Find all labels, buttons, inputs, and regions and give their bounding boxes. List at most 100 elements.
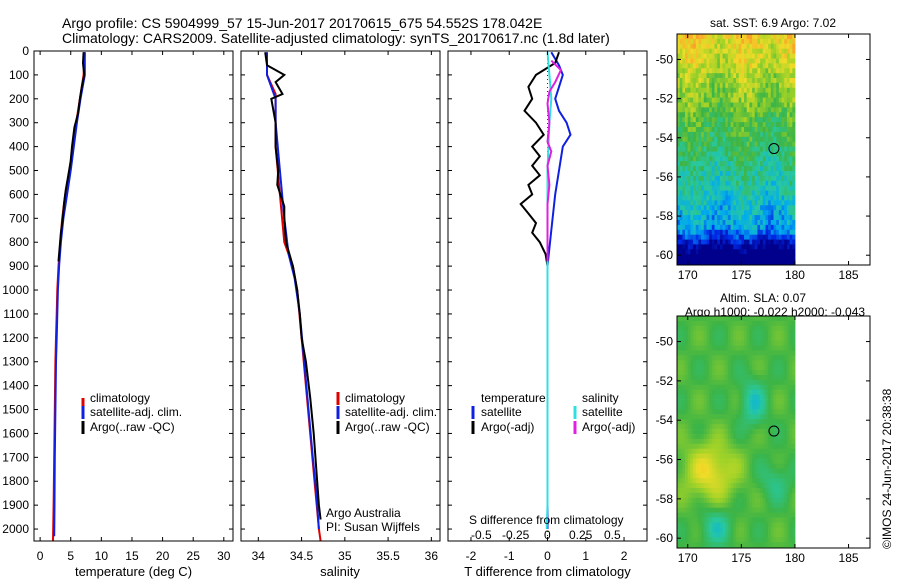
heatmap-cell xyxy=(733,161,737,167)
heatmap-cell xyxy=(746,254,750,260)
heatmap-cell xyxy=(741,156,745,162)
heatmap-cell xyxy=(693,384,697,391)
heatmap-cell xyxy=(789,375,793,381)
heatmap-cell xyxy=(733,185,737,191)
heatmap-cell xyxy=(695,161,699,167)
heatmap-cell xyxy=(719,68,723,74)
heatmap-cell xyxy=(727,532,731,538)
heatmap-cell xyxy=(677,151,681,157)
heatmap-cell xyxy=(711,463,715,469)
heatmap-cell xyxy=(714,249,718,255)
heatmap-cell xyxy=(778,389,782,395)
heatmap-cell xyxy=(717,502,721,509)
heatmap-cell xyxy=(752,360,756,366)
heatmap-cell xyxy=(701,107,705,113)
heatmap-cell xyxy=(725,394,729,400)
heatmap-cell xyxy=(706,254,710,260)
heatmap-cell xyxy=(682,325,686,332)
heatmap-cell xyxy=(760,127,764,133)
heatmap-cell xyxy=(752,375,756,381)
heatmap-cell xyxy=(687,438,691,445)
heatmap-cell xyxy=(677,190,681,196)
heatmap-cell xyxy=(682,224,686,231)
heatmap-cell xyxy=(690,497,694,504)
heatmap-cell xyxy=(768,458,772,464)
heatmap-cell xyxy=(711,117,715,123)
heatmap-cell xyxy=(682,171,686,177)
heatmap-cell xyxy=(677,87,681,94)
heatmap-cell xyxy=(778,443,782,450)
heatmap-cell xyxy=(682,117,686,123)
heatmap-cell xyxy=(752,229,756,236)
heatmap-cell xyxy=(698,195,702,201)
heatmap-cell xyxy=(687,102,691,108)
heatmap-cell xyxy=(733,224,737,231)
heatmap-cell xyxy=(719,141,723,147)
heatmap-cell xyxy=(776,136,780,143)
heatmap-cell xyxy=(727,542,731,548)
heatmap-cell xyxy=(773,434,777,440)
heatmap-cell xyxy=(773,424,777,430)
heatmap-cell xyxy=(781,389,785,395)
heatmap-cell xyxy=(749,224,753,231)
heatmap-cell xyxy=(765,478,769,484)
heatmap-cell xyxy=(679,127,683,133)
heatmap-cell xyxy=(693,190,697,196)
heatmap-cell xyxy=(741,215,745,221)
heatmap-cell xyxy=(773,97,777,103)
heatmap-cell xyxy=(682,478,686,484)
heatmap-cell xyxy=(792,448,796,454)
heatmap-cell xyxy=(682,379,686,386)
heatmap-cell xyxy=(698,473,702,479)
heatmap-cell xyxy=(762,34,766,40)
heatmap-cell xyxy=(768,340,772,346)
heatmap-cell xyxy=(727,438,731,445)
heatmap-cell xyxy=(754,87,758,94)
heatmap-cell xyxy=(719,97,723,103)
heatmap-cell xyxy=(786,443,790,450)
heatmap-cell xyxy=(752,409,756,415)
heatmap-cell xyxy=(714,537,718,543)
heatmap-cell xyxy=(757,453,761,459)
heatmap-cell xyxy=(781,180,785,187)
heatmap-cell xyxy=(690,244,694,250)
heatmap-cell xyxy=(754,97,758,103)
heatmap-cell xyxy=(685,537,689,543)
heatmap-cell xyxy=(730,180,734,187)
heatmap-cell xyxy=(773,175,777,182)
heatmap-cell xyxy=(687,58,691,64)
heatmap-cell xyxy=(719,384,723,391)
heatmap-cell xyxy=(770,190,774,196)
heatmap-cell xyxy=(778,527,782,533)
salinity-x-ticks: 34 34.5 35 35.5 36 xyxy=(241,50,440,563)
heatmap-cell xyxy=(778,175,782,182)
heatmap-cell xyxy=(714,53,718,59)
heatmap-cell xyxy=(733,394,737,400)
heatmap-cell xyxy=(709,259,713,265)
heatmap-cell xyxy=(733,58,737,64)
heatmap-cell xyxy=(687,210,691,216)
heatmap-cell xyxy=(784,127,788,133)
heatmap-cell xyxy=(711,34,715,40)
heatmap-cell xyxy=(711,146,715,152)
heatmap-cell xyxy=(762,229,766,236)
heatmap-cell xyxy=(792,463,796,469)
heatmap-cell xyxy=(677,166,681,172)
heatmap-cell xyxy=(695,87,699,94)
heatmap-cell xyxy=(725,254,729,260)
heatmap-cell xyxy=(677,537,681,543)
heatmap-cell xyxy=(733,379,737,386)
heatmap-cell xyxy=(738,370,742,376)
heatmap-cell xyxy=(714,438,718,445)
heatmap-cell xyxy=(778,448,782,454)
heatmap-cell xyxy=(773,127,777,133)
heatmap-cell xyxy=(725,259,729,265)
heatmap-cell xyxy=(757,43,761,50)
heatmap-cell xyxy=(693,458,697,464)
heatmap-cell xyxy=(757,429,761,435)
heatmap-cell xyxy=(725,443,729,450)
heatmap-cell xyxy=(698,141,702,147)
heatmap-cell xyxy=(701,409,705,415)
heatmap-cell xyxy=(776,463,780,469)
heatmap-cell xyxy=(757,478,761,484)
